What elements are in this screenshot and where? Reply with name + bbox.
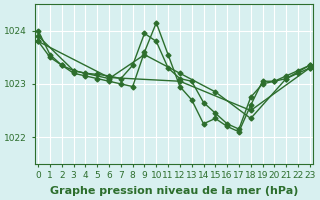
X-axis label: Graphe pression niveau de la mer (hPa): Graphe pression niveau de la mer (hPa) — [50, 186, 298, 196]
